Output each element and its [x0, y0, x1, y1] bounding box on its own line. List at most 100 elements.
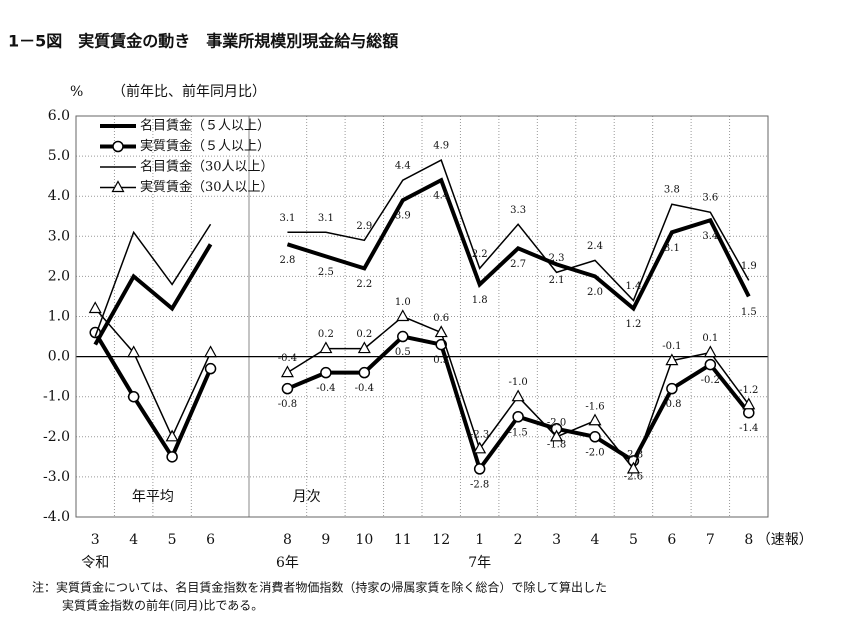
point — [704, 358, 717, 371]
point — [166, 451, 178, 463]
data-label: 2.2 — [356, 279, 372, 290]
x-tick-label: 7 — [706, 532, 715, 548]
data-label: -0.1 — [662, 341, 681, 352]
point — [397, 330, 409, 343]
point — [165, 429, 179, 442]
data-label: -1.0 — [508, 377, 527, 388]
x-tick-label: 1 — [475, 532, 484, 548]
y-tick-label: 5.0 — [48, 148, 70, 164]
point — [358, 366, 371, 379]
point — [703, 345, 717, 358]
footnote: 実質賃金指数の前年(同月)比である。 — [62, 598, 263, 613]
series-line — [287, 159, 750, 302]
data-label: -2.0 — [585, 447, 604, 458]
point — [550, 429, 564, 442]
y-unit: % — [70, 84, 83, 100]
data-label: 3.1 — [318, 213, 334, 224]
series-line — [286, 177, 751, 312]
data-label: 2.7 — [510, 259, 526, 270]
x-tick-label: 11 — [394, 532, 412, 548]
data-label: 2.4 — [587, 241, 603, 252]
point — [280, 365, 294, 378]
data-label: 4.9 — [433, 141, 449, 152]
data-label: 3.8 — [664, 185, 680, 196]
data-label: 0.6 — [433, 313, 449, 324]
data-label: -0.8 — [278, 399, 297, 410]
data-label: -0.2 — [701, 375, 720, 386]
data-label: 2.8 — [279, 255, 295, 266]
period-label: 年平均 — [132, 489, 174, 505]
data-label: -0.4 — [316, 383, 335, 394]
legend-label: 名目賃金（30人以上） — [140, 159, 274, 175]
legend-marker — [112, 140, 124, 153]
plot-frame — [75, 115, 769, 518]
data-label: 3.1 — [279, 213, 295, 224]
data-label: 4.4 — [395, 161, 411, 172]
point — [473, 463, 486, 475]
point — [127, 390, 140, 403]
data-label: 2.5 — [318, 267, 334, 278]
point — [434, 325, 448, 338]
data-label: 4.4 — [433, 191, 449, 202]
x-tick-label: 6 — [206, 532, 215, 548]
y-tick-label: -1.0 — [43, 389, 70, 405]
data-label: 0.1 — [702, 333, 718, 344]
x-tick-label: 5 — [629, 532, 638, 548]
data-label: 0.5 — [395, 347, 411, 358]
x-tick-label: 4 — [129, 532, 138, 548]
data-label: 2.0 — [587, 287, 603, 298]
series-line — [93, 331, 213, 462]
point — [626, 461, 640, 474]
point — [665, 353, 679, 366]
subtitle: （前年比、前年同月比） — [112, 83, 266, 100]
data-label: -1.4 — [739, 423, 758, 434]
data-label: 2.3 — [549, 253, 565, 264]
data-label: 3.6 — [702, 193, 718, 204]
era-label: 7年 — [468, 555, 491, 571]
point — [319, 341, 333, 354]
y-tick-label: 0.0 — [48, 349, 70, 365]
point — [204, 362, 217, 375]
data-label: -2.3 — [470, 429, 489, 440]
y-tick-label: -4.0 — [43, 509, 70, 525]
x-tick-label: 6 — [667, 532, 676, 548]
data-label: 1.2 — [625, 319, 641, 330]
x-tick-label: 3 — [552, 532, 561, 548]
y-tick-label: 3.0 — [48, 228, 70, 244]
point — [666, 382, 678, 395]
legend-label: 実質賃金（５人以上） — [140, 138, 270, 154]
data-label: -2.8 — [624, 449, 643, 460]
point — [511, 389, 525, 402]
period-label: 月次 — [293, 489, 321, 505]
point — [512, 411, 524, 423]
data-label: 3.9 — [395, 211, 411, 222]
x-tick-label: 8 — [744, 532, 753, 548]
era-label: 6年 — [276, 555, 299, 571]
footnote: 注：実質賃金については、名目賃金指数を消費者物価指数（持家の帰属家賃を除く総合）… — [32, 580, 607, 595]
data-label: -0.8 — [662, 399, 681, 410]
y-tick-label: 2.0 — [48, 268, 70, 284]
data-label: 1.4 — [625, 281, 641, 292]
x-tick-label: 12 — [432, 532, 450, 548]
x-tick-label: 8 — [283, 532, 292, 548]
data-label: -0.4 — [355, 383, 374, 394]
y-tick-label: 1.0 — [48, 309, 70, 325]
chart-title: 1－5図 実質賃金の動き 事業所規模別現金給与総額 — [8, 32, 398, 51]
data-label: 3.1 — [664, 243, 680, 254]
x-tick-label: 9 — [321, 532, 330, 548]
data-label: 2.9 — [356, 221, 372, 232]
data-label: -1.5 — [508, 427, 527, 438]
y-tick-label: -2.0 — [43, 429, 70, 445]
data-label: -2.8 — [470, 479, 489, 490]
data-label: -1.6 — [585, 401, 604, 412]
era-label: 令和 — [81, 555, 109, 571]
y-tick-label: -3.0 — [43, 469, 70, 485]
data-label: 1.5 — [741, 307, 757, 318]
point — [742, 397, 756, 410]
data-label: 2.2 — [472, 249, 488, 260]
point — [281, 382, 294, 395]
x-tick-label: 3 — [91, 532, 100, 548]
data-label: 3.3 — [510, 205, 526, 216]
y-tick-label: 6.0 — [48, 108, 70, 124]
data-label: 1.8 — [472, 295, 488, 306]
